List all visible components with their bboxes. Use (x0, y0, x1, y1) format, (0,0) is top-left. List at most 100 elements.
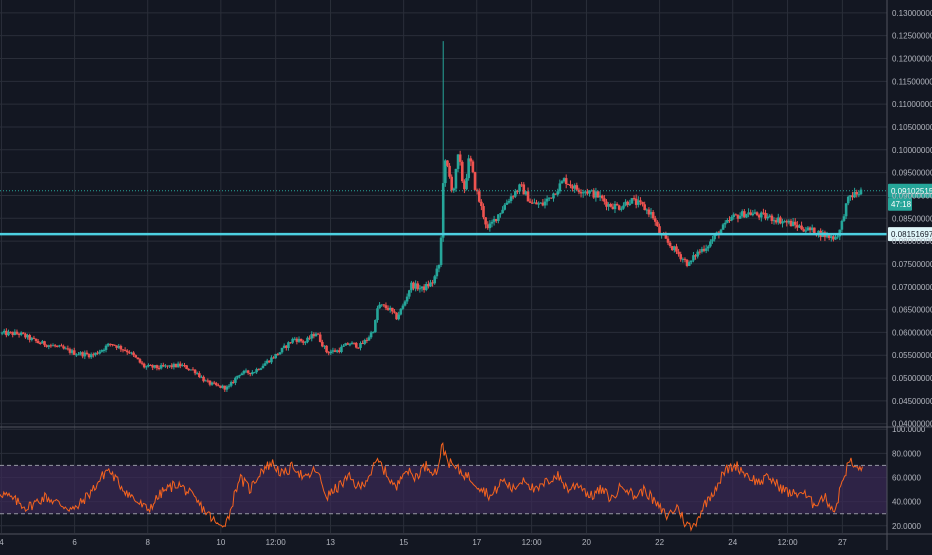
candle-body[interactable] (384, 305, 388, 309)
candle-body[interactable] (552, 193, 555, 199)
candle-body[interactable] (537, 203, 540, 205)
candle-body[interactable] (535, 202, 538, 205)
candle-body[interactable] (308, 337, 311, 339)
candle-body[interactable] (240, 373, 244, 376)
candle-body[interactable] (698, 251, 702, 253)
candle-body[interactable] (842, 216, 846, 221)
candle-body[interactable] (244, 370, 248, 372)
candle-body[interactable] (333, 350, 337, 352)
candle-body[interactable] (620, 208, 623, 210)
candle-body[interactable] (147, 364, 150, 367)
candle-body[interactable] (276, 353, 280, 355)
candle-body[interactable] (200, 376, 203, 378)
candle-body[interactable] (664, 235, 668, 239)
candle-body[interactable] (446, 160, 449, 166)
candle-body[interactable] (261, 365, 265, 369)
candle-body[interactable] (433, 276, 437, 284)
candle-body[interactable] (677, 251, 680, 255)
candle-body[interactable] (692, 255, 695, 261)
candle-body[interactable] (134, 355, 138, 358)
candle-body[interactable] (690, 260, 693, 263)
candle-body[interactable] (58, 345, 61, 347)
candle-body[interactable] (738, 215, 742, 219)
candle-body[interactable] (770, 215, 774, 221)
candle-body[interactable] (115, 345, 118, 348)
candle-body[interactable] (435, 268, 439, 277)
candle-body[interactable] (611, 206, 615, 210)
candle-body[interactable] (730, 216, 733, 221)
candle-body[interactable] (418, 288, 422, 290)
candle-body[interactable] (776, 217, 780, 223)
candle-body[interactable] (497, 214, 500, 221)
candle-body[interactable] (212, 382, 216, 384)
candle-body[interactable] (656, 221, 659, 227)
candle-body[interactable] (132, 352, 135, 356)
candle-body[interactable] (111, 344, 114, 346)
candle-body[interactable] (259, 368, 263, 370)
candle-body[interactable] (666, 238, 670, 243)
candle-body[interactable] (533, 202, 536, 204)
candle-body[interactable] (19, 332, 23, 335)
candle-body[interactable] (181, 365, 184, 367)
candle-body[interactable] (753, 212, 757, 214)
candle-body[interactable] (329, 351, 333, 354)
candle-body[interactable] (128, 352, 131, 354)
candle-body[interactable] (26, 335, 29, 338)
candle-body[interactable] (488, 223, 492, 229)
candle-body[interactable] (732, 214, 736, 217)
candle-body[interactable] (13, 331, 17, 336)
candle-body[interactable] (486, 224, 490, 229)
candle-body[interactable] (543, 201, 547, 206)
candle-body[interactable] (274, 353, 277, 359)
candle-body[interactable] (800, 225, 803, 230)
candle-body[interactable] (318, 334, 322, 342)
candle-body[interactable] (348, 344, 352, 346)
candle-body[interactable] (365, 340, 369, 342)
candle-body[interactable] (825, 234, 829, 238)
candle-body[interactable] (747, 212, 750, 215)
candle-body[interactable] (293, 338, 297, 340)
candle-body[interactable] (304, 342, 307, 344)
candle-body[interactable] (526, 191, 530, 202)
price-candles[interactable] (0, 41, 863, 392)
candle-body[interactable] (645, 209, 649, 211)
candle-body[interactable] (407, 290, 411, 297)
candle-body[interactable] (853, 192, 856, 198)
candle-body[interactable] (516, 191, 519, 193)
candle-body[interactable] (454, 168, 458, 189)
candle-body[interactable] (600, 195, 604, 199)
candle-body[interactable] (191, 369, 195, 371)
candle-body[interactable] (386, 308, 390, 310)
candle-body[interactable] (278, 352, 282, 355)
candle-body[interactable] (342, 345, 345, 347)
candle-body[interactable] (155, 365, 159, 369)
candle-body[interactable] (851, 195, 854, 198)
candle-body[interactable] (545, 198, 549, 202)
candle-body[interactable] (72, 350, 76, 355)
candle-body[interactable] (238, 375, 241, 377)
candle-body[interactable] (340, 346, 343, 353)
candle-body[interactable] (723, 222, 727, 225)
candle-body[interactable] (117, 345, 121, 348)
candle-body[interactable] (605, 201, 608, 207)
candle-body[interactable] (221, 385, 224, 388)
candle-body[interactable] (622, 205, 625, 209)
candle-body[interactable] (310, 334, 314, 339)
candle-body[interactable] (456, 154, 460, 169)
candle-body[interactable] (287, 342, 290, 348)
candle-body[interactable] (700, 248, 704, 252)
candle-body[interactable] (444, 160, 447, 184)
candle-body[interactable] (140, 362, 144, 364)
candle-body[interactable] (100, 350, 104, 352)
candle-body[interactable] (626, 201, 630, 205)
candle-body[interactable] (617, 205, 621, 210)
candle-body[interactable] (248, 372, 252, 375)
candle-body[interactable] (573, 185, 576, 189)
candle-body[interactable] (36, 341, 40, 343)
candle-body[interactable] (810, 227, 814, 231)
candle-body[interactable] (793, 221, 797, 225)
candle-body[interactable] (798, 225, 801, 228)
candle-body[interactable] (796, 224, 799, 228)
candle-body[interactable] (484, 217, 487, 225)
candle-body[interactable] (62, 346, 65, 349)
